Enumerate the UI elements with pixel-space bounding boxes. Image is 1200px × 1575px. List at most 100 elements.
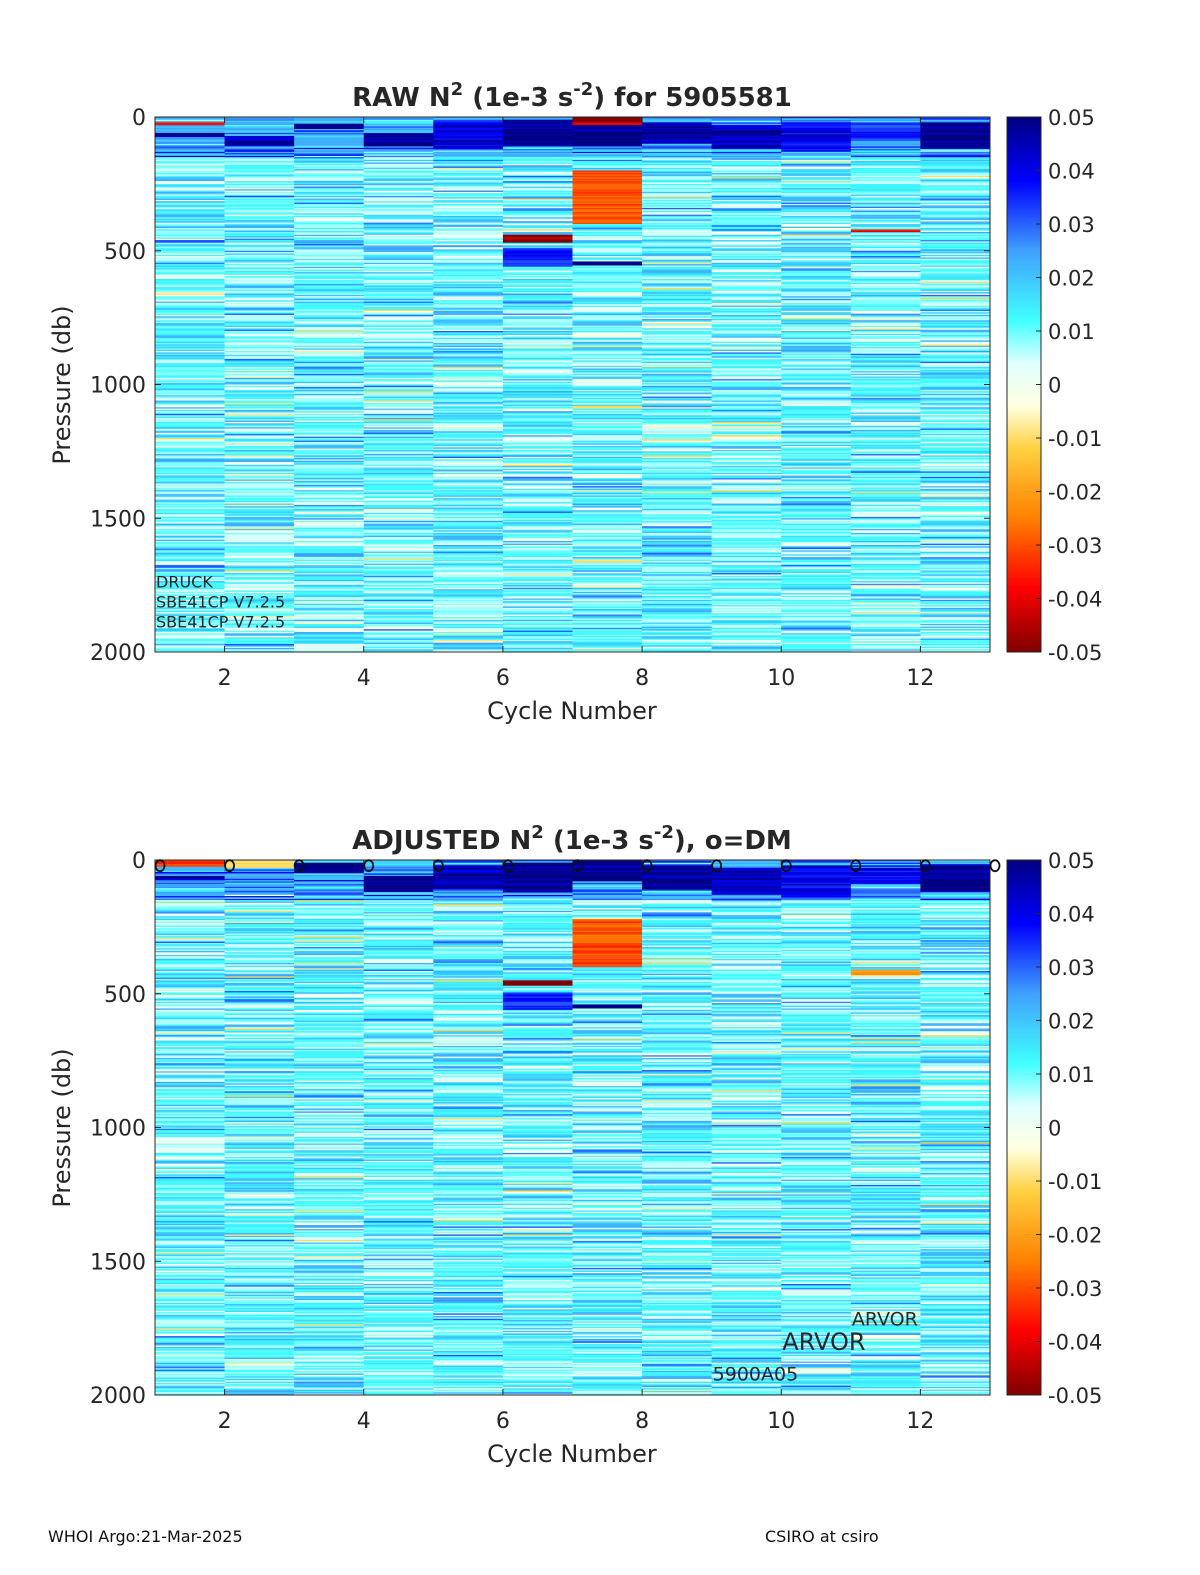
n2-bin xyxy=(294,626,365,629)
n2-bin xyxy=(294,221,365,224)
n2-bin xyxy=(502,312,573,315)
n2-bin xyxy=(224,348,295,351)
n2-bin xyxy=(572,225,643,228)
n2-bin xyxy=(224,345,295,348)
n2-bin xyxy=(850,551,921,554)
n2-bin xyxy=(711,252,782,254)
n2-bin xyxy=(572,595,643,598)
n2-bin xyxy=(781,238,852,241)
n2-bin xyxy=(224,306,295,309)
n2-bin xyxy=(363,569,434,571)
n2-bin xyxy=(155,252,225,254)
n2-bin xyxy=(920,427,991,430)
n2-bin xyxy=(642,504,713,507)
n2-bin xyxy=(224,217,295,220)
n2-bin xyxy=(642,611,713,614)
n2-bin xyxy=(572,142,643,145)
n2-bin xyxy=(502,217,573,220)
n2-bin xyxy=(781,347,852,349)
n2-bin xyxy=(224,341,295,344)
n2-bin xyxy=(155,968,225,971)
n2-bin xyxy=(502,613,573,615)
n2-bin xyxy=(711,443,782,446)
n2-bin xyxy=(363,637,434,640)
n2-bin xyxy=(572,642,643,645)
n2-bin xyxy=(781,211,852,214)
n2-bin xyxy=(224,185,295,187)
n2-bin xyxy=(920,520,991,523)
n2-bin xyxy=(711,165,782,167)
n2-bin xyxy=(433,203,504,206)
n2-bin xyxy=(920,297,991,300)
n2-bin xyxy=(155,569,225,571)
n2-bin xyxy=(642,224,713,226)
n2-bin xyxy=(224,405,295,408)
n2-bin xyxy=(294,443,365,446)
n2-bin xyxy=(850,207,921,210)
n2-bin xyxy=(294,643,365,646)
n2-bin xyxy=(781,419,852,422)
n2-bin xyxy=(920,181,991,183)
n2-bin xyxy=(155,523,225,526)
n2-bin xyxy=(711,321,782,324)
n2-bin xyxy=(850,312,921,315)
n2-bin xyxy=(294,226,365,229)
n2-bin xyxy=(502,472,573,475)
n2-bin xyxy=(294,274,365,277)
n2-bin xyxy=(224,606,295,609)
n2-bin xyxy=(294,451,365,454)
n2-bin xyxy=(502,551,573,554)
n2-bin xyxy=(155,397,225,400)
n2-bin xyxy=(155,292,225,294)
n2-bin xyxy=(224,512,295,515)
n2-bin xyxy=(920,321,991,324)
n2-bin xyxy=(502,328,573,331)
n2-bin xyxy=(642,507,713,510)
n2-bin xyxy=(224,321,295,324)
n2-bin xyxy=(155,217,225,220)
n2-bin xyxy=(502,300,573,302)
n2-bin xyxy=(642,539,713,542)
n2-bin xyxy=(433,551,504,554)
n2-bin xyxy=(781,278,852,281)
n2-bin xyxy=(850,324,921,327)
n2-bin xyxy=(711,571,782,574)
n2-bin xyxy=(850,549,921,551)
n2-bin xyxy=(572,647,643,650)
n2-bin xyxy=(642,206,713,209)
n2-bin xyxy=(572,322,643,325)
n2-bin xyxy=(711,147,782,150)
n2-bin xyxy=(572,420,643,423)
n2-bin xyxy=(572,528,643,531)
n2-bin xyxy=(920,117,991,119)
n2-bin xyxy=(224,646,295,649)
n2-bin xyxy=(155,189,225,191)
n2-bin xyxy=(363,405,434,408)
n2-bin xyxy=(781,266,852,269)
n2-bin xyxy=(850,121,921,123)
n2-bin xyxy=(363,582,434,585)
n2-bin xyxy=(642,401,713,404)
n2-bin xyxy=(781,284,852,286)
n2-bin xyxy=(781,324,852,327)
n2-bin xyxy=(572,300,643,302)
n2-bin xyxy=(781,199,852,202)
n2-bin xyxy=(642,536,713,539)
n2-bin xyxy=(363,205,434,208)
n2-bin xyxy=(433,535,504,538)
n2-bin xyxy=(850,391,921,393)
n2-bin xyxy=(850,293,921,296)
n2-bin xyxy=(850,466,921,468)
n2-bin xyxy=(433,191,504,194)
n2-bin xyxy=(920,389,991,392)
n2-bin xyxy=(572,470,643,472)
n2-bin xyxy=(155,178,225,181)
n2-bin xyxy=(224,618,295,621)
n2-bin xyxy=(155,635,225,638)
n2-bin xyxy=(294,143,365,146)
n2-bin xyxy=(155,360,225,363)
n2-bin xyxy=(502,578,573,581)
n2-bin xyxy=(920,377,991,380)
n2-bin xyxy=(781,482,852,484)
n2-bin xyxy=(711,393,782,396)
